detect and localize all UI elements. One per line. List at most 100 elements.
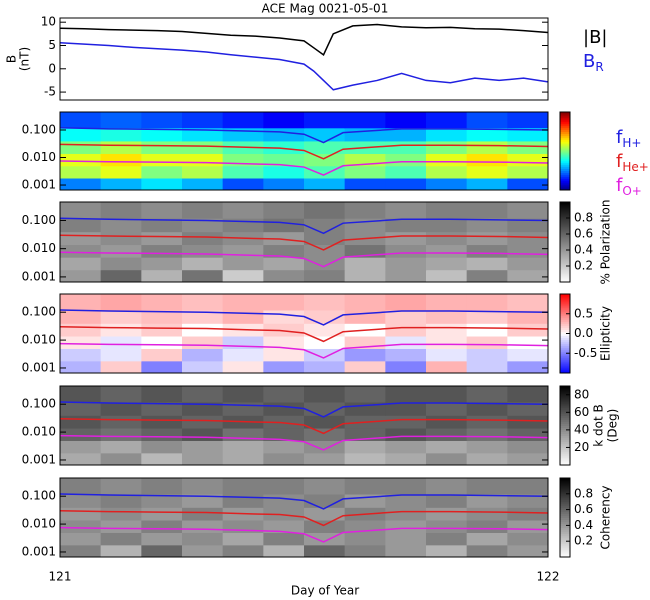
heatmap-cell: [507, 478, 549, 495]
heatmap-cell: [182, 402, 224, 416]
heatmap-cell: [263, 165, 305, 179]
colorbar-step: [560, 335, 570, 338]
colorbar-step: [560, 423, 570, 426]
heatmap-cell: [100, 386, 142, 403]
colorbar-step: [560, 252, 570, 255]
heatmap-cell: [385, 440, 427, 454]
plot-frame: [59, 477, 549, 558]
colorbar-step: [560, 214, 570, 217]
heatmap-cell: [60, 269, 102, 283]
colorbar-step: [560, 240, 570, 243]
heatmap-cell: [141, 336, 183, 349]
heatmap-cell: [507, 415, 549, 429]
legend-entry-main: |B|: [583, 27, 607, 48]
heatmap-cell: [263, 112, 305, 129]
colorbar-step: [560, 127, 570, 131]
y-tick-label: 0.100: [22, 305, 56, 319]
colorbar-step: [560, 487, 570, 491]
legend-entry-sub: R: [595, 60, 603, 74]
heatmap-cell: [222, 360, 264, 374]
heatmap-cell: [426, 386, 468, 403]
colorbar-tick-label: 0.5: [574, 306, 593, 320]
heatmap-cell: [141, 244, 183, 258]
series-line: [59, 23, 549, 56]
heatmap-cell: [100, 323, 142, 337]
colorbar-step: [560, 162, 570, 166]
heatmap-cell: [182, 112, 224, 129]
colorbar-label: Coherency: [599, 485, 613, 549]
colorbar-step: [560, 386, 570, 389]
heatmap-cell: [385, 402, 427, 416]
colorbar-step: [560, 307, 570, 311]
legend-entry-sub: O+: [622, 184, 642, 198]
legend-entry-main: f: [616, 175, 623, 196]
heatmap-cell: [182, 140, 224, 154]
heatmap-cell: [304, 452, 346, 466]
series-line: [59, 342, 549, 359]
colorbar-step: [560, 459, 570, 462]
heatmap-cell: [344, 478, 386, 495]
x-axis-label: Day of Year: [291, 584, 359, 598]
heatmap-cell: [222, 112, 264, 129]
heatmap-cell: [507, 348, 549, 362]
colorbar-step: [560, 280, 570, 283]
heatmap-cell: [60, 452, 102, 466]
heatmap-cell: [385, 323, 427, 337]
heatmap-cell: [344, 178, 386, 191]
heatmap-cell: [507, 336, 549, 349]
heatmap-cell: [182, 269, 224, 283]
x-tick-label: 122: [537, 570, 560, 584]
heatmap-cell: [385, 165, 427, 179]
colorbar-step: [560, 343, 570, 346]
colorbar-step: [560, 242, 570, 245]
heatmap-cell: [182, 415, 224, 429]
heatmap-cell: [100, 494, 142, 508]
heatmap-cell: [60, 520, 102, 533]
heatmap-cell: [141, 452, 183, 466]
colorbar-step: [560, 262, 570, 265]
heatmap-cell: [385, 294, 427, 311]
heatmap-cell: [141, 478, 183, 495]
heatmap-cell: [426, 153, 468, 167]
plot-frame: [59, 293, 549, 374]
heatmap-cell: [507, 520, 549, 533]
colorbar-step: [560, 393, 570, 397]
colorbar-step: [560, 222, 570, 225]
heatmap-cell: [507, 494, 549, 508]
heatmap-cell: [263, 452, 305, 466]
heatmap-cell: [426, 140, 468, 154]
heatmap-cell: [60, 348, 102, 362]
heatmap-cell: [304, 360, 346, 374]
heatmap-cell: [100, 532, 142, 546]
heatmap-cell: [344, 440, 386, 454]
colorbar-step: [560, 401, 570, 405]
heatmap-cell: [141, 310, 183, 324]
heatmap-cell: [263, 428, 305, 441]
heatmap-cell: [60, 202, 102, 219]
colorbar-step: [560, 152, 570, 156]
colorbar-step: [560, 497, 570, 501]
colorbar-step: [560, 485, 570, 489]
heatmap-cell: [466, 494, 508, 508]
heatmap-cell: [344, 112, 386, 129]
colorbar-step: [560, 218, 570, 221]
heatmap-cell: [222, 478, 264, 495]
heatmap-cell: [182, 520, 224, 533]
heatmap-cell: [141, 257, 183, 271]
heatmap-cell: [304, 202, 346, 219]
y-tick-label: 0.001: [22, 269, 56, 283]
colorbar-step: [560, 527, 570, 530]
heatmap-cell: [60, 507, 102, 521]
series-line: [59, 401, 549, 418]
colorbar-step: [560, 359, 570, 362]
heatmap-cell: [385, 310, 427, 324]
colorbar-step: [560, 551, 570, 554]
colorbar-step: [560, 246, 570, 249]
colorbar-step: [560, 272, 570, 275]
colorbar-step: [560, 351, 570, 354]
y-tick-label: 0.100: [22, 397, 56, 411]
series-line: [59, 127, 549, 144]
colorbar-tick-label: 0.8: [574, 211, 593, 225]
heatmap-cell: [182, 428, 224, 441]
colorbar-step: [560, 186, 570, 189]
